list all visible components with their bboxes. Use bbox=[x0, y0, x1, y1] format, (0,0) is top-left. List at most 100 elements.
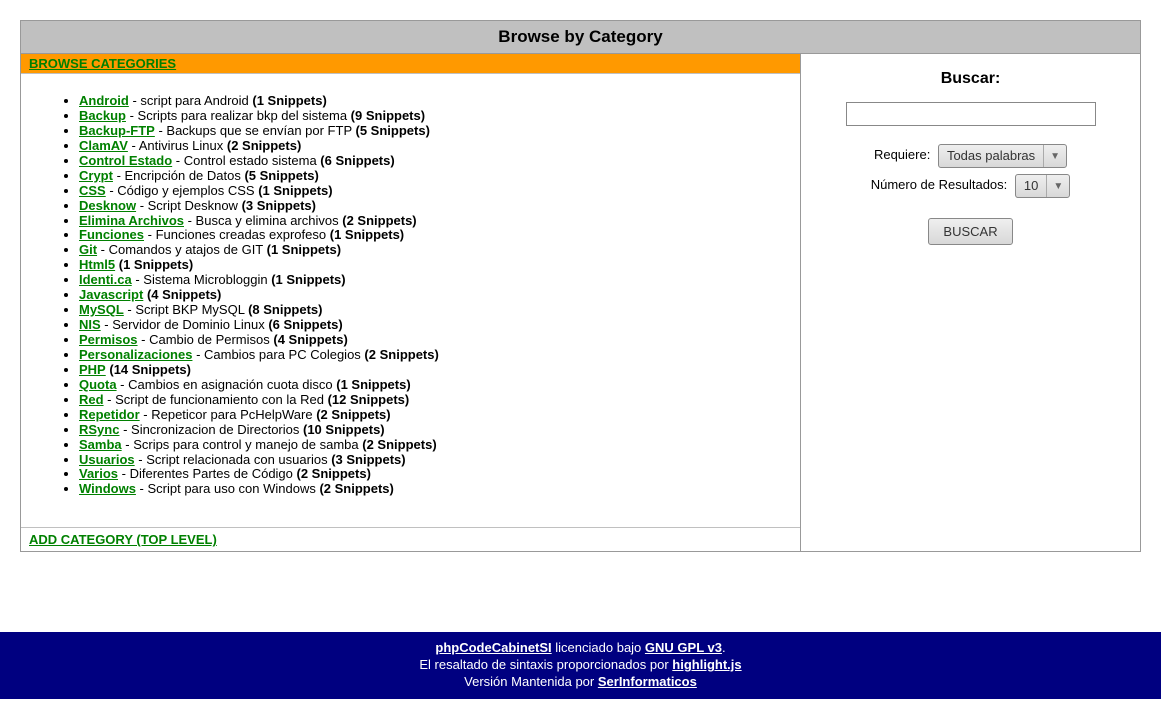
category-link[interactable]: Backup bbox=[79, 108, 126, 123]
category-desc: - Cambios para PC Colegios bbox=[192, 347, 364, 362]
category-count: (2 Snippets) bbox=[227, 138, 301, 153]
category-desc: - script para Android bbox=[129, 93, 253, 108]
category-item: RSync - Sincronizacion de Directorios (1… bbox=[79, 423, 770, 438]
category-count: (1 Snippets) bbox=[330, 227, 404, 242]
category-link[interactable]: Android bbox=[79, 93, 129, 108]
category-link[interactable]: Samba bbox=[79, 437, 122, 452]
category-item: Red - Script de funcionamiento con la Re… bbox=[79, 393, 770, 408]
category-count: (14 Snippets) bbox=[109, 362, 191, 377]
category-desc: - Script Desknow bbox=[136, 198, 241, 213]
category-item: Desknow - Script Desknow (3 Snippets) bbox=[79, 199, 770, 214]
category-desc: - Script de funcionamiento con la Red bbox=[104, 392, 328, 407]
category-link[interactable]: Usuarios bbox=[79, 452, 135, 467]
category-item: MySQL - Script BKP MySQL (8 Snippets) bbox=[79, 303, 770, 318]
category-link[interactable]: MySQL bbox=[79, 302, 124, 317]
category-desc: - Sistema Microbloggin bbox=[132, 272, 271, 287]
category-item: Javascript (4 Snippets) bbox=[79, 288, 770, 303]
category-item: Android - script para Android (1 Snippet… bbox=[79, 94, 770, 109]
category-desc: - Diferentes Partes de Código bbox=[118, 466, 296, 481]
category-count: (2 Snippets) bbox=[297, 466, 371, 481]
category-link[interactable]: Desknow bbox=[79, 198, 136, 213]
category-link[interactable]: Backup-FTP bbox=[79, 123, 155, 138]
category-link[interactable]: Personalizaciones bbox=[79, 347, 192, 362]
category-link[interactable]: Elimina Archivos bbox=[79, 213, 184, 228]
category-count: (6 Snippets) bbox=[320, 153, 394, 168]
category-link[interactable]: RSync bbox=[79, 422, 119, 437]
category-desc: - Repeticor para PcHelpWare bbox=[140, 407, 317, 422]
category-count: (4 Snippets) bbox=[147, 287, 221, 302]
search-column: Buscar: Requiere: Todas palabras ▼ Númer… bbox=[801, 54, 1140, 255]
category-desc: - Backups que se envían por FTP bbox=[155, 123, 356, 138]
category-count: (2 Snippets) bbox=[362, 437, 436, 452]
search-input[interactable] bbox=[846, 102, 1096, 126]
results-select[interactable]: 10 ▼ bbox=[1015, 174, 1070, 198]
footer-text: Versión Mantenida por bbox=[464, 674, 598, 689]
category-desc: - Funciones creadas exprofeso bbox=[144, 227, 330, 242]
category-count: (3 Snippets) bbox=[331, 452, 405, 467]
category-item: Personalizaciones - Cambios para PC Cole… bbox=[79, 348, 770, 363]
category-desc: - Script relacionada con usuarios bbox=[135, 452, 332, 467]
category-item: Control Estado - Control estado sistema … bbox=[79, 154, 770, 169]
category-link[interactable]: CSS bbox=[79, 183, 106, 198]
browse-categories-header: BROWSE CATEGORIES bbox=[21, 54, 800, 73]
category-item: ClamAV - Antivirus Linux (2 Snippets) bbox=[79, 139, 770, 154]
browse-categories-link[interactable]: BROWSE CATEGORIES bbox=[29, 56, 176, 71]
category-item: Quota - Cambios en asignación cuota disc… bbox=[79, 378, 770, 393]
category-link[interactable]: Identi.ca bbox=[79, 272, 132, 287]
panel-title: Browse by Category bbox=[21, 21, 1140, 54]
category-desc: - Script para uso con Windows bbox=[136, 481, 320, 496]
category-item: Permisos - Cambio de Permisos (4 Snippet… bbox=[79, 333, 770, 348]
category-link[interactable]: PHP bbox=[79, 362, 106, 377]
footer-license-link[interactable]: GNU GPL v3 bbox=[645, 640, 722, 655]
category-count: (1 Snippets) bbox=[258, 183, 332, 198]
category-desc: - Scripts para realizar bkp del sistema bbox=[126, 108, 351, 123]
category-link[interactable]: ClamAV bbox=[79, 138, 128, 153]
category-link[interactable]: Permisos bbox=[79, 332, 138, 347]
category-item: Backup-FTP - Backups que se envían por F… bbox=[79, 124, 770, 139]
category-count: (6 Snippets) bbox=[268, 317, 342, 332]
category-link[interactable]: Repetidor bbox=[79, 407, 140, 422]
footer-text: . bbox=[722, 640, 726, 655]
main-panel: Browse by Category BROWSE CATEGORIES And… bbox=[20, 20, 1141, 552]
category-link[interactable]: Red bbox=[79, 392, 104, 407]
category-link[interactable]: Html5 bbox=[79, 257, 115, 272]
category-count: (9 Snippets) bbox=[351, 108, 425, 123]
category-link[interactable]: Quota bbox=[79, 377, 117, 392]
category-count: (5 Snippets) bbox=[244, 168, 318, 183]
category-link[interactable]: NIS bbox=[79, 317, 101, 332]
category-item: Backup - Scripts para realizar bkp del s… bbox=[79, 109, 770, 124]
category-count: (2 Snippets) bbox=[342, 213, 416, 228]
page-footer: phpCodeCabinetSI licenciado bajo GNU GPL… bbox=[0, 632, 1161, 699]
category-item: NIS - Servidor de Dominio Linux (6 Snipp… bbox=[79, 318, 770, 333]
category-link[interactable]: Varios bbox=[79, 466, 118, 481]
chevron-down-icon: ▼ bbox=[1046, 175, 1069, 197]
category-desc: - Busca y elimina archivos bbox=[184, 213, 342, 228]
category-desc: - Control estado sistema bbox=[172, 153, 320, 168]
footer-text: licenciado bajo bbox=[552, 640, 645, 655]
footer-product-link[interactable]: phpCodeCabinetSI bbox=[435, 640, 551, 655]
footer-maintainer-link[interactable]: SerInformaticos bbox=[598, 674, 697, 689]
category-link[interactable]: Git bbox=[79, 242, 97, 257]
category-item: PHP (14 Snippets) bbox=[79, 363, 770, 378]
category-link[interactable]: Windows bbox=[79, 481, 136, 496]
category-link[interactable]: Javascript bbox=[79, 287, 143, 302]
add-category-link[interactable]: ADD CATEGORY (TOP LEVEL) bbox=[29, 532, 217, 547]
category-item: Windows - Script para uso con Windows (2… bbox=[79, 482, 770, 497]
category-count: (1 Snippets) bbox=[119, 257, 193, 272]
category-count: (2 Snippets) bbox=[319, 481, 393, 496]
category-item: Funciones - Funciones creadas exprofeso … bbox=[79, 228, 770, 243]
requires-select[interactable]: Todas palabras ▼ bbox=[938, 144, 1067, 168]
search-button[interactable]: BUSCAR bbox=[928, 218, 1012, 245]
category-desc: - Cambios en asignación cuota disco bbox=[117, 377, 337, 392]
category-item: Varios - Diferentes Partes de Código (2 … bbox=[79, 467, 770, 482]
requires-select-value: Todas palabras bbox=[939, 145, 1043, 167]
category-desc: - Sincronizacion de Directorios bbox=[119, 422, 303, 437]
category-link[interactable]: Crypt bbox=[79, 168, 113, 183]
footer-highlight-link[interactable]: highlight.js bbox=[672, 657, 741, 672]
category-item: Samba - Scrips para control y manejo de … bbox=[79, 438, 770, 453]
category-item: Crypt - Encripción de Datos (5 Snippets) bbox=[79, 169, 770, 184]
category-desc: - Cambio de Permisos bbox=[138, 332, 274, 347]
category-link[interactable]: Control Estado bbox=[79, 153, 172, 168]
category-link[interactable]: Funciones bbox=[79, 227, 144, 242]
category-desc: - Código y ejemplos CSS bbox=[106, 183, 258, 198]
